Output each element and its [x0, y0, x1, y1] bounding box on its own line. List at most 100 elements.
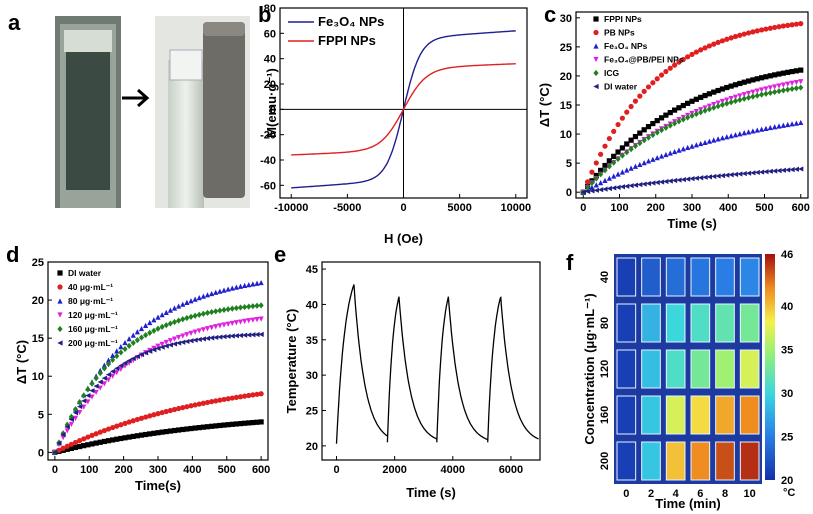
panel-d-point	[221, 334, 227, 340]
panel-c-point	[741, 31, 747, 37]
panel-c-legend-marker-2	[593, 43, 599, 49]
panel-c-point	[619, 115, 626, 121]
panel-c-point	[737, 131, 743, 137]
panel-c-point	[772, 84, 778, 90]
panel-d-point	[118, 435, 124, 442]
panel-b-y-tick-label: 40	[264, 54, 276, 66]
panel-d-point	[225, 286, 231, 292]
panel-d-x-tick-label: 300	[149, 464, 167, 476]
panel-d-point	[254, 331, 260, 338]
panel-c-point	[602, 186, 608, 192]
panel-c-point	[654, 76, 660, 82]
panel-c-point	[780, 70, 786, 76]
panel-f-colorbar-tick-label: 30	[781, 388, 793, 400]
panel-c-point	[589, 188, 595, 194]
panel-c-point	[685, 100, 691, 106]
panel-c-y-tick-label: 15	[560, 100, 572, 112]
panel-c-point	[785, 81, 791, 87]
panel-c-point	[763, 86, 769, 92]
panel-f-cell	[715, 395, 735, 435]
panel-d-point	[221, 322, 227, 328]
panel-f-colorbar	[765, 254, 775, 480]
panel-b-x-tick-label: 5000	[447, 202, 471, 214]
panel-f-cell	[715, 303, 735, 343]
panel-c-point	[663, 178, 669, 185]
panel-c-point	[672, 148, 678, 155]
panel-c-point	[676, 147, 682, 153]
panel-c-point	[580, 189, 586, 195]
panel-label-a: a	[8, 10, 21, 35]
panel-f-cell	[641, 349, 661, 389]
panel-c-point	[763, 169, 769, 175]
panel-c-point	[724, 134, 730, 140]
panel-d-point	[77, 399, 83, 406]
panel-d-point	[93, 431, 99, 437]
panel-d-legend-label-2: 80 μg·mL⁻¹	[68, 296, 113, 306]
panel-d-point	[89, 394, 95, 400]
panel-c-point	[745, 78, 752, 84]
panel-b-chart: -10000 -5000 0 5000 10000 -60 -40 -20 0 20 40 60 80 F…	[260, 3, 531, 246]
panel-c-point	[619, 169, 625, 175]
panel-c-point	[680, 102, 686, 109]
panel-c-point	[624, 167, 630, 173]
panel-c-point	[776, 123, 782, 129]
panel-d-y-tick-label: 25	[32, 257, 44, 269]
panel-d-point	[105, 438, 112, 444]
panel-d-point	[72, 444, 79, 451]
panel-c-point	[624, 141, 630, 147]
cuvette-clear	[168, 60, 204, 208]
panel-d-point	[246, 332, 252, 338]
panel-d-point	[118, 366, 124, 372]
panel-d-point	[77, 443, 83, 450]
panel-d-point	[68, 416, 74, 423]
panel-d-point	[250, 317, 256, 323]
panel-d-point	[159, 341, 165, 347]
panel-d-point	[229, 421, 235, 427]
panel-c-point	[759, 169, 765, 175]
panel-d-point	[242, 393, 248, 399]
panel-f-cell	[665, 303, 686, 343]
panel-c-x-tick-label: 300	[683, 202, 701, 214]
panel-d-point	[130, 418, 136, 424]
panel-d-point	[204, 292, 211, 298]
panel-d-point	[151, 327, 157, 334]
panel-d-point	[64, 428, 70, 434]
panel-c-point	[759, 87, 765, 93]
panel-c-point	[750, 93, 756, 100]
panel-c-point	[585, 184, 591, 191]
panel-b-y-tick-label: -60	[260, 180, 276, 192]
panel-d-point	[155, 325, 161, 332]
panel-d-point	[134, 329, 140, 335]
panel-c-point	[615, 155, 621, 163]
panel-d-point	[204, 335, 211, 341]
panel-c-point	[785, 167, 791, 173]
panel-d-point	[209, 308, 215, 316]
panel-b-x-tick-label: 0	[400, 202, 406, 214]
panel-d-point	[114, 365, 120, 371]
panel-c-x-tick-label: 400	[719, 202, 737, 214]
panel-d-point	[114, 436, 120, 442]
panel-c-point	[754, 169, 760, 176]
panel-c-point	[615, 121, 621, 128]
panel-d-point	[188, 313, 194, 320]
panel-d-point	[114, 352, 120, 360]
panel-d-point	[122, 435, 128, 441]
panel-c-point	[767, 168, 773, 174]
panel-f-cell	[616, 441, 637, 481]
panel-d-point	[204, 326, 211, 332]
panel-f-x-tick-label: 0	[623, 488, 629, 500]
panel-c-point	[750, 89, 756, 95]
panel-d-legend-label-5: 200 μg·mL⁻¹	[68, 338, 118, 348]
panel-c-y-tick-label: 5	[566, 158, 572, 170]
panel-d-point	[229, 305, 235, 312]
panel-d-legend-label-0: DI water	[68, 268, 102, 278]
panel-c-point	[750, 77, 756, 83]
panel-d-point	[225, 396, 231, 402]
panel-d-point	[151, 345, 157, 351]
panel-c-point	[737, 32, 743, 38]
panel-d-point	[151, 317, 157, 323]
panel-c-point	[789, 85, 795, 93]
panel-c-legend-marker-5	[593, 83, 599, 90]
panel-c-point	[732, 94, 739, 100]
panel-d-point	[81, 398, 87, 404]
